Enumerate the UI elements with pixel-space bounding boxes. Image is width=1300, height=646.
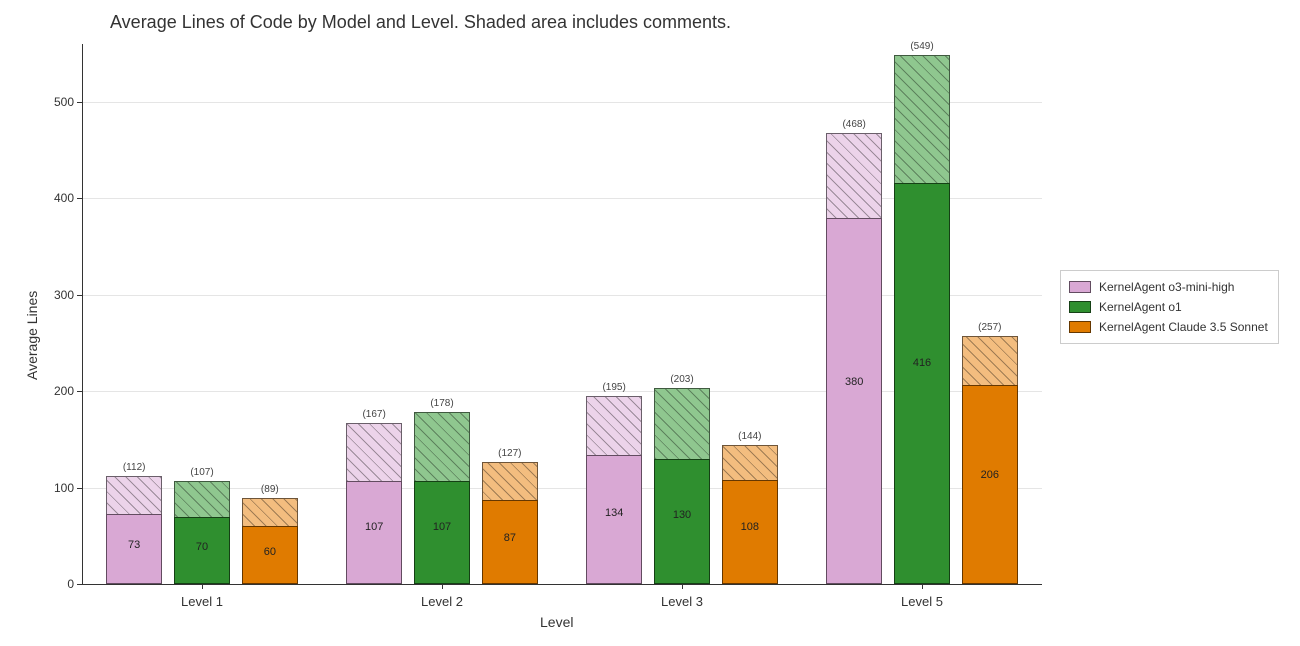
ytick-label: 300: [38, 288, 74, 302]
legend-swatch: [1069, 281, 1091, 293]
bar-code-only: [654, 459, 710, 584]
bar-code-only: [962, 385, 1018, 584]
legend-label: KernelAgent o1: [1099, 300, 1182, 314]
bar-value-top: (127): [498, 448, 521, 459]
legend-swatch: [1069, 301, 1091, 313]
xtick-mark: [202, 584, 203, 589]
ytick-label: 400: [38, 191, 74, 205]
chart-container: Average Lines of Code by Model and Level…: [0, 0, 1300, 646]
bar-value-inside: 107: [365, 521, 383, 533]
bar-value-inside: 73: [128, 539, 140, 551]
xtick-mark: [922, 584, 923, 589]
bar-code-only: [826, 218, 882, 584]
bar-value-inside: 130: [673, 509, 691, 521]
bar-value-top: (195): [602, 382, 625, 393]
xtick-label: Level 5: [901, 594, 943, 609]
bar-value-inside: 60: [264, 546, 276, 558]
legend-label: KernelAgent o3-mini-high: [1099, 280, 1234, 294]
legend: KernelAgent o3-mini-high KernelAgent o1 Ke…: [1060, 270, 1279, 344]
bar-value-inside: 206: [981, 469, 999, 481]
legend-swatch: [1069, 321, 1091, 333]
ytick-label: 200: [38, 384, 74, 398]
bar-value-inside: 380: [845, 376, 863, 388]
bar-code-only: [894, 183, 950, 584]
bar-value-top: (549): [910, 41, 933, 52]
ytick-label: 0: [38, 577, 74, 591]
bar-value-top: (203): [670, 374, 693, 385]
bar-value-top: (257): [978, 322, 1001, 333]
bar-value-inside: 107: [433, 521, 451, 533]
x-axis-label: Level: [540, 614, 573, 630]
axis-spine-bottom: [82, 584, 1042, 585]
y-axis-label: Average Lines: [24, 291, 40, 380]
bar-value-top: (178): [430, 398, 453, 409]
plot-area: 0100200300400500Level 173(112)70(107)60(…: [82, 44, 1042, 584]
legend-item: KernelAgent o1: [1069, 297, 1268, 317]
bar-value-top: (112): [123, 462, 146, 473]
bar-value-top: (167): [362, 409, 385, 420]
xtick-label: Level 2: [421, 594, 463, 609]
legend-label: KernelAgent Claude 3.5 Sonnet: [1099, 320, 1268, 334]
bar-value-top: (107): [190, 467, 213, 478]
ytick-label: 100: [38, 481, 74, 495]
xtick-label: Level 3: [661, 594, 703, 609]
xtick-label: Level 1: [181, 594, 223, 609]
chart-title: Average Lines of Code by Model and Level…: [110, 12, 731, 33]
ytick-label: 500: [38, 95, 74, 109]
legend-item: KernelAgent o3-mini-high: [1069, 277, 1268, 297]
bar-value-top: (144): [738, 431, 761, 442]
bar-value-top: (89): [261, 484, 279, 495]
xtick-mark: [442, 584, 443, 589]
bar-value-inside: 134: [605, 507, 623, 519]
legend-item: KernelAgent Claude 3.5 Sonnet: [1069, 317, 1268, 337]
bar-value-inside: 108: [741, 521, 759, 533]
bar-value-inside: 70: [196, 541, 208, 553]
bar-value-inside: 416: [913, 357, 931, 369]
axis-spine-left: [82, 44, 83, 584]
bar-value-inside: 87: [504, 532, 516, 544]
xtick-mark: [682, 584, 683, 589]
bar-code-only: [586, 455, 642, 584]
bar-value-top: (468): [842, 119, 865, 130]
